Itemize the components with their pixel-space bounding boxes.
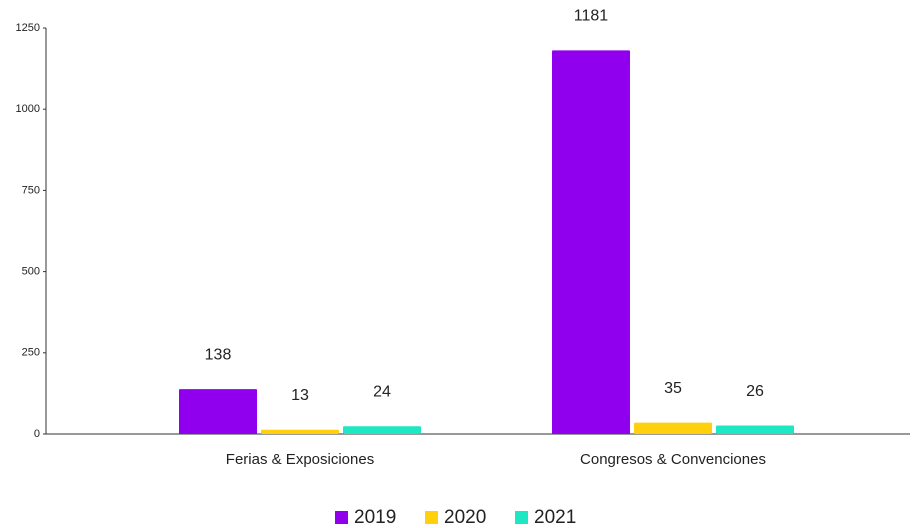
bar (261, 429, 339, 434)
x-tick-label: Congresos & Convenciones (580, 451, 766, 468)
y-tick-label: 750 (22, 184, 40, 196)
legend-swatch (515, 511, 528, 524)
y-tick-label: 1000 (16, 103, 40, 115)
data-label: 1181 (574, 8, 609, 25)
bar (552, 50, 630, 435)
legend-label: 2019 (354, 507, 396, 528)
x-tick-label: Ferias & Exposiciones (226, 451, 374, 468)
bar (343, 426, 421, 434)
data-label: 24 (373, 383, 391, 400)
y-tick-label: 1250 (16, 22, 40, 34)
legend-swatch (425, 511, 438, 524)
data-label: 13 (291, 387, 309, 404)
bar (634, 422, 712, 434)
y-tick-label: 250 (22, 347, 40, 359)
bar (716, 425, 794, 434)
data-label: 35 (664, 380, 682, 397)
legend-label: 2021 (534, 507, 576, 528)
legend-label: 2020 (444, 507, 486, 528)
data-label: 138 (205, 346, 232, 363)
legend-swatch (335, 511, 348, 524)
y-tick-label: 0 (34, 428, 40, 440)
y-tick-label: 500 (22, 266, 40, 278)
data-label: 26 (746, 383, 764, 400)
bar (179, 389, 257, 434)
